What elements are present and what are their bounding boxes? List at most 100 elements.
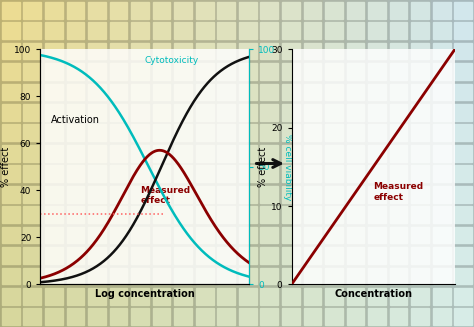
- Bar: [410, 307, 431, 327]
- Bar: [153, 288, 171, 305]
- Bar: [2, 2, 19, 19]
- Bar: [323, 61, 345, 82]
- Bar: [66, 43, 84, 60]
- Bar: [258, 20, 280, 41]
- Bar: [24, 22, 41, 39]
- Bar: [237, 41, 258, 61]
- Bar: [325, 186, 343, 202]
- Bar: [258, 184, 280, 204]
- Bar: [174, 43, 192, 60]
- Bar: [174, 267, 192, 284]
- Bar: [301, 286, 323, 307]
- Bar: [64, 286, 86, 307]
- Bar: [86, 0, 108, 20]
- Bar: [346, 288, 365, 305]
- Bar: [194, 82, 216, 102]
- Bar: [45, 104, 63, 121]
- Bar: [346, 186, 365, 202]
- Bar: [109, 63, 128, 80]
- Bar: [433, 227, 450, 243]
- Bar: [153, 125, 171, 141]
- Bar: [366, 286, 388, 307]
- Bar: [2, 267, 19, 284]
- Bar: [411, 165, 429, 182]
- Bar: [174, 104, 192, 121]
- Bar: [301, 225, 323, 245]
- Text: Activation: Activation: [51, 115, 100, 125]
- Bar: [368, 247, 386, 264]
- Bar: [196, 145, 213, 162]
- Bar: [131, 63, 149, 80]
- Bar: [109, 267, 128, 284]
- Bar: [282, 308, 300, 325]
- Bar: [88, 125, 106, 141]
- Bar: [390, 186, 408, 202]
- Bar: [109, 288, 128, 305]
- Bar: [368, 267, 386, 284]
- Bar: [239, 186, 256, 202]
- Bar: [411, 145, 429, 162]
- Bar: [366, 143, 388, 164]
- Bar: [455, 22, 472, 39]
- Bar: [21, 143, 43, 164]
- Bar: [173, 245, 194, 266]
- Bar: [0, 204, 21, 225]
- Bar: [0, 164, 21, 184]
- Bar: [345, 286, 366, 307]
- Bar: [239, 63, 256, 80]
- Bar: [173, 164, 194, 184]
- Bar: [366, 41, 388, 61]
- Bar: [258, 41, 280, 61]
- Bar: [43, 61, 64, 82]
- Bar: [216, 164, 237, 184]
- Bar: [455, 43, 472, 60]
- Bar: [216, 123, 237, 143]
- Bar: [390, 2, 408, 19]
- Bar: [280, 20, 301, 41]
- Bar: [411, 104, 429, 121]
- Bar: [129, 61, 151, 82]
- Bar: [368, 43, 386, 60]
- Bar: [388, 164, 410, 184]
- Bar: [453, 225, 474, 245]
- Bar: [0, 82, 21, 102]
- Bar: [109, 43, 128, 60]
- Bar: [173, 143, 194, 164]
- Bar: [301, 184, 323, 204]
- Bar: [323, 143, 345, 164]
- X-axis label: Log concentration: Log concentration: [95, 289, 194, 299]
- Bar: [43, 123, 64, 143]
- Bar: [66, 125, 84, 141]
- Bar: [153, 186, 171, 202]
- Bar: [196, 2, 213, 19]
- Bar: [433, 43, 450, 60]
- Bar: [258, 245, 280, 266]
- Bar: [261, 165, 278, 182]
- Bar: [129, 0, 151, 20]
- Bar: [453, 286, 474, 307]
- Bar: [216, 41, 237, 61]
- Bar: [433, 2, 450, 19]
- Bar: [280, 41, 301, 61]
- Bar: [194, 61, 216, 82]
- Bar: [323, 123, 345, 143]
- Bar: [66, 145, 84, 162]
- Bar: [88, 22, 106, 39]
- Bar: [325, 63, 343, 80]
- Bar: [431, 164, 453, 184]
- Bar: [24, 165, 41, 182]
- Bar: [325, 2, 343, 19]
- Bar: [2, 63, 19, 80]
- Bar: [346, 308, 365, 325]
- Bar: [151, 41, 173, 61]
- Bar: [323, 0, 345, 20]
- Bar: [45, 2, 63, 19]
- Bar: [280, 164, 301, 184]
- Bar: [43, 245, 64, 266]
- Bar: [237, 61, 258, 82]
- Bar: [455, 186, 472, 202]
- Bar: [196, 125, 213, 141]
- Bar: [108, 204, 129, 225]
- Bar: [325, 206, 343, 223]
- Bar: [282, 247, 300, 264]
